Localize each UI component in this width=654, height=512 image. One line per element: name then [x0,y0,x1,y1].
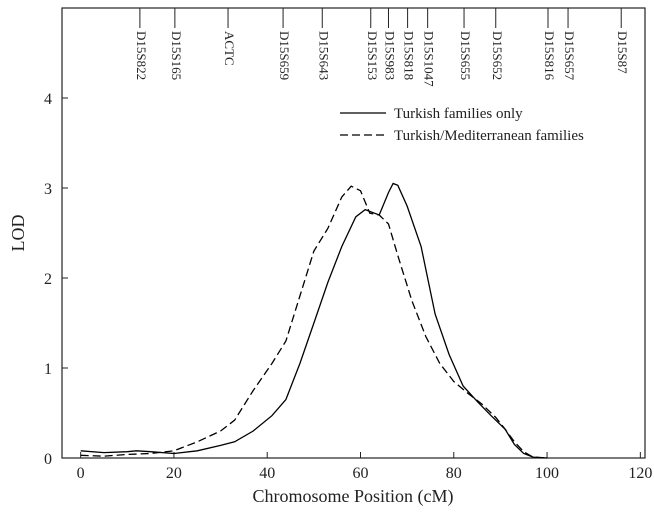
x-tick-label: 100 [535,465,559,482]
y-tick-label: 3 [44,181,52,198]
marker-label: D15S657 [562,31,577,81]
legend-label: Turkish/Mediterranean families [394,128,584,144]
marker-label: D15S165 [169,31,184,80]
x-tick-label: 80 [446,465,462,482]
y-axis-label: LOD [8,215,28,252]
marker-label: D15S153 [365,31,380,80]
y-tick-label: 2 [44,271,52,288]
marker-label: D15S983 [382,31,397,80]
marker-label: D15S822 [134,31,149,80]
y-tick-label: 4 [44,91,52,108]
marker-label: D15S659 [277,31,292,80]
marker-label: D15S818 [402,31,417,80]
line-series [80,185,548,459]
marker-label: D15S87 [615,31,630,74]
marker-label: D15S652 [490,31,505,80]
marker-label: D15S1047 [422,31,437,87]
legend-label: Turkish families only [394,106,523,122]
x-tick-label: 60 [352,465,368,482]
marker-label: ACTC [222,31,237,66]
y-tick-label: 0 [44,451,52,468]
marker-label: D15S816 [542,31,557,81]
plot-frame [61,7,646,459]
x-tick-label: 0 [77,465,85,482]
line-series [80,182,548,459]
x-tick-label: 20 [166,465,182,482]
y-tick-label: 1 [44,361,52,378]
x-tick-label: 40 [259,465,275,482]
marker-label: D15S655 [458,31,473,80]
x-axis-label: Chromosome Position (cM) [253,486,454,507]
marker-label: D15S643 [316,31,331,80]
x-tick-label: 120 [628,465,652,482]
